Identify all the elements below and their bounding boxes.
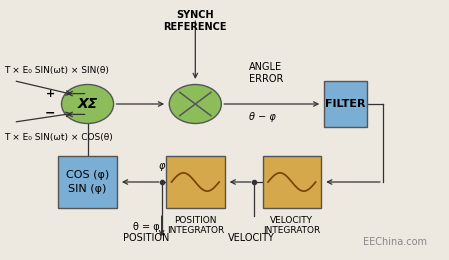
- Ellipse shape: [169, 84, 221, 124]
- Text: T × E₀ SIN(ωt) × SIN(θ): T × E₀ SIN(ωt) × SIN(θ): [4, 66, 109, 75]
- Text: EEChina.com: EEChina.com: [363, 237, 427, 247]
- Text: POSITION
INTEGRATOR: POSITION INTEGRATOR: [167, 216, 224, 235]
- Bar: [166, 156, 224, 208]
- Text: VELOCITY: VELOCITY: [228, 233, 275, 243]
- Text: VELOCITY
INTEGRATOR: VELOCITY INTEGRATOR: [263, 216, 321, 235]
- Bar: [324, 81, 367, 127]
- Text: XΣ: XΣ: [77, 97, 98, 111]
- Text: ANGLE
ERROR: ANGLE ERROR: [249, 62, 284, 84]
- Text: θ = φ
POSITION: θ = φ POSITION: [123, 222, 169, 243]
- Bar: [58, 156, 117, 208]
- Text: FILTER: FILTER: [326, 99, 366, 109]
- Text: φ: φ: [158, 161, 165, 171]
- Ellipse shape: [62, 84, 114, 124]
- Text: T × E₀ SIN(ωt) × COS(θ): T × E₀ SIN(ωt) × COS(θ): [4, 133, 112, 142]
- Text: COS (φ)
SIN (φ): COS (φ) SIN (φ): [66, 170, 109, 194]
- Text: +: +: [46, 89, 55, 99]
- Text: SYNCH
REFERENCE: SYNCH REFERENCE: [163, 10, 227, 32]
- Text: −: −: [45, 107, 56, 120]
- Bar: [263, 156, 321, 208]
- Text: θ − φ: θ − φ: [249, 112, 276, 122]
